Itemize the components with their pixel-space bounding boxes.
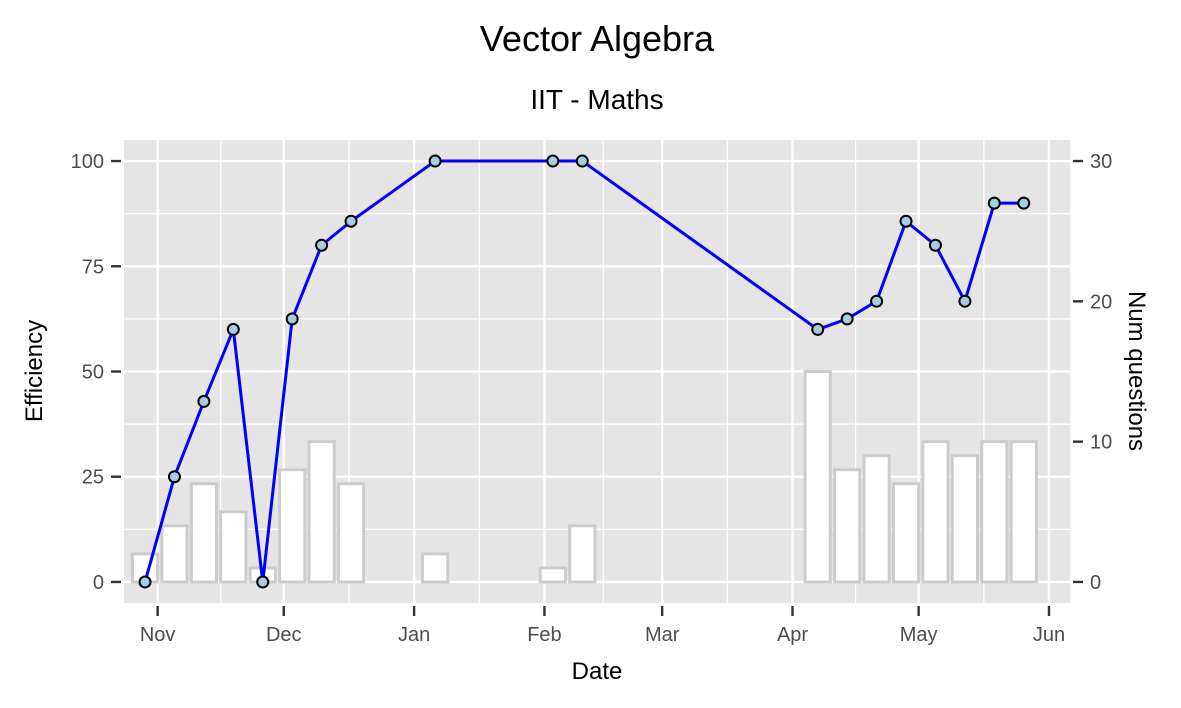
- x-tick-label: Feb: [527, 624, 561, 646]
- data-point: [575, 154, 589, 168]
- points-layer: [138, 154, 1031, 589]
- chart-title: Vector Algebra: [480, 18, 715, 59]
- bar: [189, 482, 218, 584]
- bar: [803, 370, 832, 584]
- x-tick-label: Nov: [140, 624, 176, 646]
- data-point: [546, 154, 560, 168]
- x-tick-label: Mar: [645, 624, 680, 646]
- y-tick-label: 0: [93, 572, 104, 594]
- left-axis: 0 25 50 75 100: [71, 151, 121, 594]
- y-right-tick-label: 0: [1090, 572, 1101, 594]
- data-point: [987, 196, 1001, 210]
- data-point: [840, 312, 854, 326]
- y-right-tick-label: 20: [1090, 291, 1112, 313]
- bar: [862, 454, 891, 584]
- bar: [891, 482, 921, 584]
- x-axis: Nov Dec Jan Feb Mar Apr May Jun: [140, 606, 1065, 646]
- data-point: [138, 575, 152, 589]
- x-tick-label: Jun: [1033, 624, 1065, 646]
- y-tick-label: 100: [71, 151, 104, 173]
- bar: [160, 524, 189, 584]
- data-point: [870, 294, 884, 308]
- bar: [950, 454, 980, 584]
- bar: [278, 468, 307, 584]
- x-tick-label: Jan: [398, 624, 430, 646]
- y-right-tick-label: 10: [1090, 432, 1112, 454]
- x-axis-title: Date: [572, 658, 623, 685]
- data-point: [226, 322, 240, 336]
- bar: [336, 482, 366, 584]
- data-point: [811, 322, 825, 336]
- right-axis: 0 10 20 30: [1073, 151, 1112, 594]
- bar: [421, 552, 450, 584]
- x-tick-label: Dec: [266, 624, 302, 646]
- y-axis-right-title: Num questions: [1123, 291, 1150, 451]
- x-tick-label: Apr: [777, 624, 808, 646]
- data-point: [197, 394, 211, 408]
- y-tick-label: 75: [82, 256, 104, 278]
- x-tick-label: May: [900, 624, 938, 646]
- data-point: [958, 294, 972, 308]
- y-tick-label: 25: [82, 467, 104, 489]
- bar: [538, 566, 567, 584]
- data-point: [344, 214, 358, 228]
- bar: [568, 524, 597, 584]
- bar: [980, 440, 1009, 584]
- data-point: [315, 238, 329, 252]
- data-point: [256, 575, 270, 589]
- data-point: [285, 312, 299, 326]
- bar: [1009, 440, 1038, 584]
- data-point: [428, 154, 442, 168]
- bars-layer: [130, 370, 1038, 584]
- data-point: [899, 214, 913, 228]
- bar: [833, 468, 862, 584]
- data-point: [167, 470, 181, 484]
- data-point: [928, 238, 942, 252]
- y-tick-label: 50: [82, 362, 104, 384]
- y-axis-title: Efficiency: [21, 320, 48, 422]
- bar: [921, 440, 950, 584]
- chart-subtitle: IIT - Maths: [530, 84, 663, 115]
- data-point: [1017, 196, 1031, 210]
- bar: [307, 440, 336, 584]
- bar: [219, 510, 248, 584]
- y-right-tick-label: 30: [1090, 151, 1112, 173]
